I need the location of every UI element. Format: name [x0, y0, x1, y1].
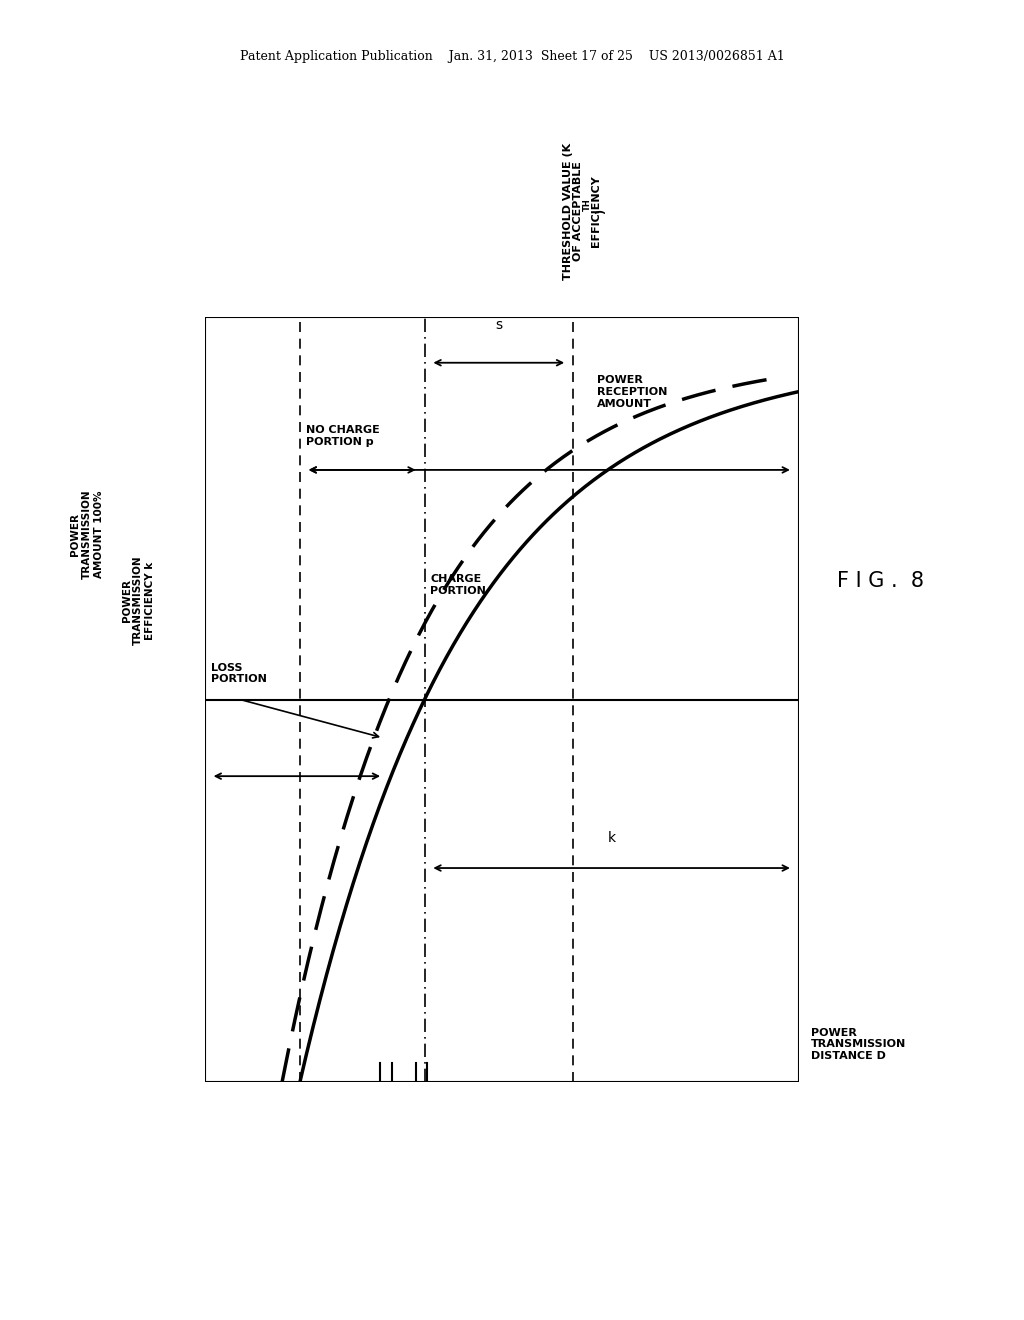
Text: NO CHARGE
PORTION p: NO CHARGE PORTION p — [306, 425, 380, 447]
Text: POWER
TRANSMISSION
EFFICIENCY k: POWER TRANSMISSION EFFICIENCY k — [122, 556, 155, 645]
Text: LOSS
PORTION: LOSS PORTION — [211, 663, 266, 684]
Text: OF ACCEPTABLE: OF ACCEPTABLE — [573, 161, 583, 261]
Text: POWER
RECEPTION
AMOUNT: POWER RECEPTION AMOUNT — [597, 375, 668, 409]
Text: s: s — [496, 318, 503, 333]
Text: POWER
TRANSMISSION
AMOUNT 100%: POWER TRANSMISSION AMOUNT 100% — [71, 490, 103, 579]
Text: POWER
TRANSMISSION
DISTANCE D: POWER TRANSMISSION DISTANCE D — [811, 1027, 906, 1061]
Text: TH: TH — [584, 198, 592, 211]
Text: F I G .  8: F I G . 8 — [838, 570, 924, 591]
Text: CHARGE
PORTION: CHARGE PORTION — [430, 574, 486, 595]
Text: k: k — [607, 832, 615, 845]
Text: ): ) — [596, 209, 605, 214]
Text: EFFICIENCY: EFFICIENCY — [591, 176, 600, 247]
Text: THRESHOLD VALUE (K: THRESHOLD VALUE (K — [563, 143, 572, 280]
Text: Patent Application Publication    Jan. 31, 2013  Sheet 17 of 25    US 2013/00268: Patent Application Publication Jan. 31, … — [240, 50, 784, 63]
